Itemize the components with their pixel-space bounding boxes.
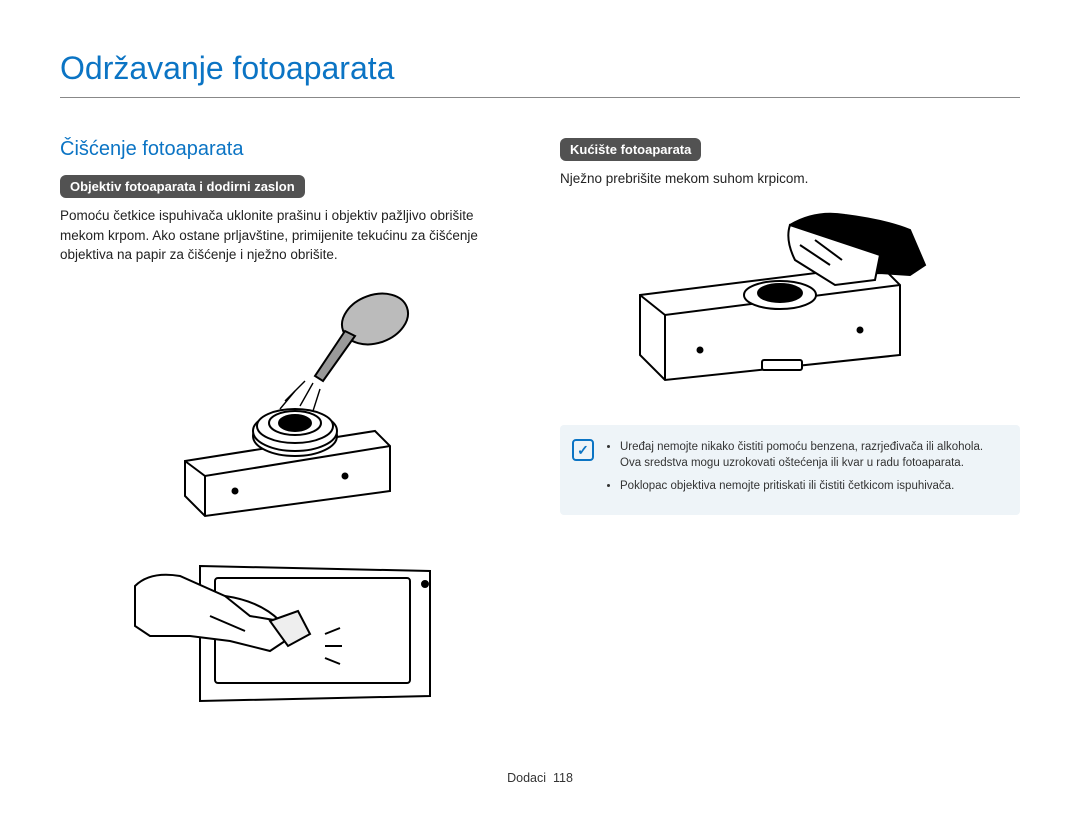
illustration-blower-lens: [145, 281, 435, 526]
page-title: Održavanje fotoaparata: [60, 50, 1020, 98]
pill-camera-body: Kućište fotoaparata: [560, 138, 701, 161]
footer-label: Dodaci: [507, 771, 546, 785]
note-icon: ✓: [572, 439, 594, 461]
right-column: Kućište fotoaparata Nježno prebrišite me…: [560, 138, 1020, 716]
two-column-layout: Čišćenje fotoaparata Objektiv fotoaparat…: [60, 138, 1020, 716]
page-container: Održavanje fotoaparata Čišćenje fotoapar…: [0, 0, 1080, 716]
note-bullet-2: Poklopac objektiva nemojte pritiskati il…: [620, 478, 1006, 495]
illustration-wipe-body: [580, 205, 940, 395]
left-column: Čišćenje fotoaparata Objektiv fotoaparat…: [60, 138, 520, 716]
footer-page-number: 118: [553, 771, 573, 785]
section-heading-cleaning: Čišćenje fotoaparata: [60, 138, 520, 161]
pill-lens-screen: Objektiv fotoaparata i dodirni zaslon: [60, 175, 305, 198]
note-box: ✓ Uređaj nemojte nikako čistiti pomoću b…: [560, 425, 1020, 515]
note-bullet-1: Uređaj nemojte nikako čistiti pomoću ben…: [620, 439, 1006, 472]
illustration-wipe-screen: [130, 546, 450, 716]
lens-cleaning-text: Pomoću četkice ispuhivača uklonite praši…: [60, 206, 520, 265]
page-footer: Dodaci 118: [0, 771, 1080, 785]
left-illustrations: [60, 281, 520, 716]
body-cleaning-text: Nježno prebrišite mekom suhom krpicom.: [560, 169, 1020, 189]
